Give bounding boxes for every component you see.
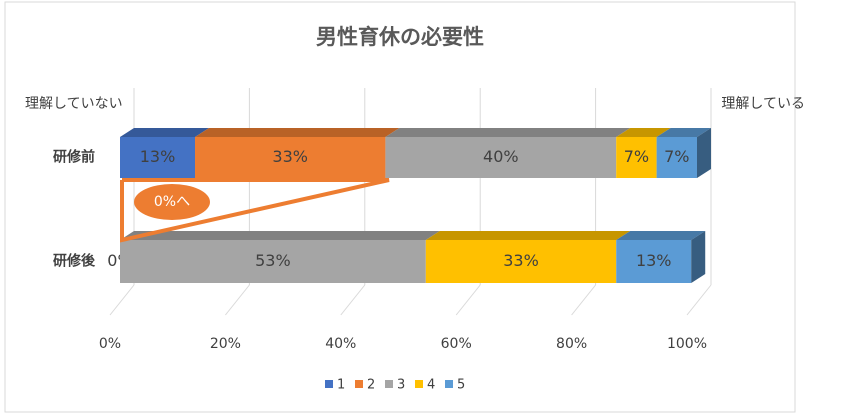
data-label: 13% — [140, 147, 176, 166]
data-label: 33% — [272, 147, 308, 166]
grid-line-floor — [571, 284, 596, 316]
data-label: 33% — [503, 251, 539, 270]
data-label: 40% — [483, 147, 519, 166]
bar — [425, 240, 617, 283]
grid-line-floor — [340, 284, 366, 316]
bar — [195, 137, 386, 178]
legend-label: 2 — [367, 378, 375, 393]
data-label: 7% — [624, 147, 649, 166]
callout: 0%へ — [120, 178, 390, 243]
x-tick-label: 60% — [441, 336, 472, 352]
bar-top — [616, 231, 706, 240]
x-tick-label: 100% — [667, 336, 707, 352]
bar — [616, 240, 692, 283]
legend-swatch — [415, 380, 423, 388]
legend: 1 2 3 4 5 — [325, 378, 465, 393]
bar-top — [616, 128, 671, 137]
legend-label: 5 — [457, 378, 465, 393]
grid-line-floor — [225, 284, 250, 316]
callout-line — [120, 178, 390, 243]
grid-line-floor — [109, 284, 135, 316]
bar-top — [195, 128, 400, 137]
bar — [120, 137, 196, 178]
category-label: 研修前 — [53, 149, 95, 166]
x-tick-label: 0% — [99, 336, 121, 352]
callout-text: 0%へ — [154, 194, 190, 210]
bar-top — [425, 231, 631, 240]
annotation-right: 理解している — [721, 96, 805, 112]
bar-side — [697, 128, 711, 178]
legend-swatch — [355, 380, 363, 388]
annotation-left: 理解していない — [25, 96, 123, 112]
category-label: 研修後 — [53, 253, 96, 270]
callout-bubble — [134, 184, 210, 220]
bar — [385, 137, 617, 178]
bar — [656, 137, 697, 178]
grid-line-floor — [686, 284, 712, 316]
legend-swatch — [385, 380, 393, 388]
bar-top — [385, 128, 631, 137]
legend-swatch — [445, 380, 453, 388]
grid-line-floor — [455, 284, 481, 316]
bar-top — [656, 128, 711, 137]
data-label: 13% — [636, 251, 672, 270]
bar-top — [120, 231, 440, 240]
data-label: 7% — [664, 147, 689, 166]
legend-label: 4 — [427, 378, 435, 393]
legend-label: 3 — [397, 378, 405, 393]
chart-title: 男性育休の必要性 — [316, 25, 484, 49]
bar — [120, 240, 426, 283]
legend-swatch — [325, 380, 333, 388]
bar-side — [691, 231, 706, 283]
legend-label: 1 — [337, 378, 345, 393]
bar — [616, 137, 657, 178]
bar-top — [120, 128, 210, 137]
x-tick-label: 20% — [210, 336, 241, 352]
data-label: 53% — [255, 251, 291, 270]
x-tick-label: 40% — [325, 336, 356, 352]
x-tick-label: 80% — [556, 336, 587, 352]
